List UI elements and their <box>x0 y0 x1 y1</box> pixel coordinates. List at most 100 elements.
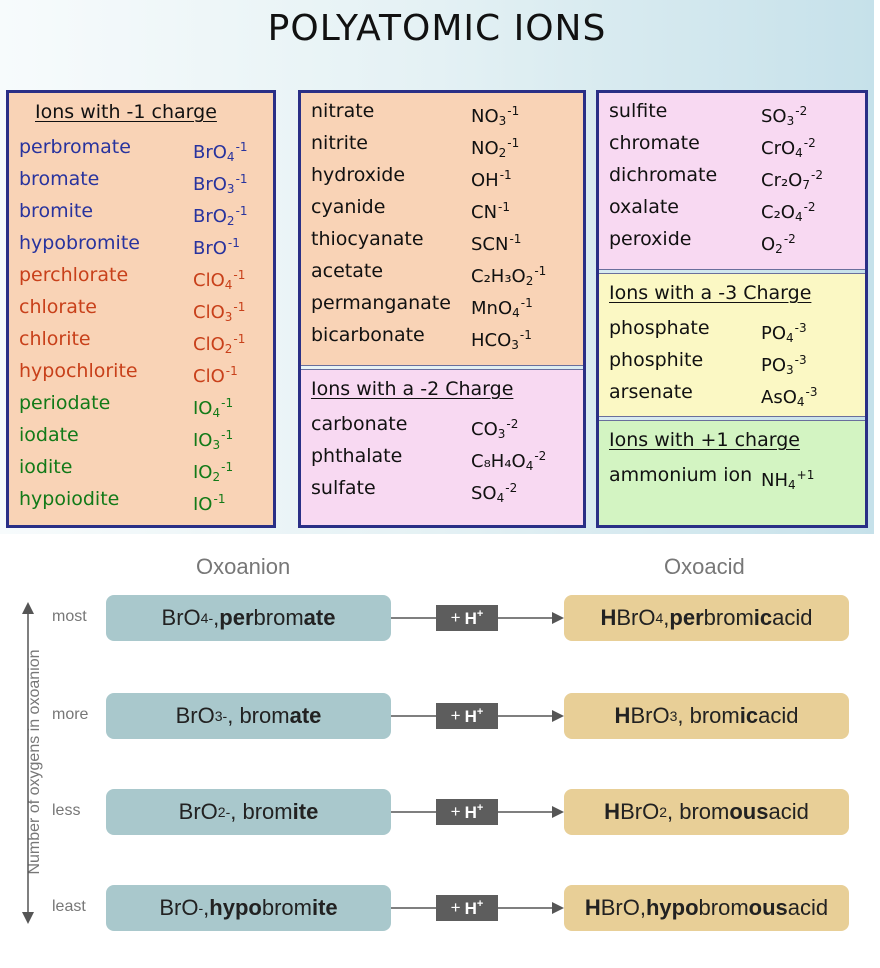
ion-name: perchlorate <box>19 264 129 286</box>
ion-name: periodate <box>19 392 111 414</box>
ion-formula: C₂O4-2 <box>761 200 816 224</box>
ion-name: bromite <box>19 200 94 222</box>
section-ions-with-1-charge: Ions with -1 charge perbromate BrO4-1 broma… <box>9 93 273 525</box>
ion-row-bicarbonate: bicarbonate HCO3-1 <box>301 319 583 352</box>
oxoacid-box-less: H BrO 2, brom ous acid <box>564 789 849 835</box>
ion-formula: NO3-1 <box>471 104 520 128</box>
ion-row-arsenate: arsenate AsO4-3 <box>599 376 865 409</box>
add-proton-label: + H+ <box>436 703 498 729</box>
ion-row-permanganate: permanganate MnO4-1 <box>301 287 583 320</box>
ion-name: carbonate <box>311 413 408 435</box>
ion-formula: SO4-2 <box>471 481 518 505</box>
ion-name: hydroxide <box>311 164 406 186</box>
ion-name: bicarbonate <box>311 324 425 346</box>
oxoanion-box-most: BrO 4-, per brom ate <box>106 595 391 641</box>
ion-row-acetate: acetate C₂H₃O2-1 <box>301 255 583 288</box>
ion-name: iodate <box>19 424 79 446</box>
oxoanion-header: Oxoanion <box>196 554 291 579</box>
oxoanion-box-least: BrO -, hypo brom ite <box>106 885 391 931</box>
ion-name: hypochlorite <box>19 360 138 382</box>
ion-formula: PO4-3 <box>761 321 807 345</box>
ion-name: nitrate <box>311 100 375 122</box>
ion-name: phosphate <box>609 317 710 339</box>
section-ions-with-1-charge: Ions with +1 charge ammonium ion NH4+1 <box>599 421 865 525</box>
ion-formula: CO3-2 <box>471 417 519 441</box>
ion-row-chlorate: chlorate ClO3-1 <box>9 291 273 324</box>
ion-name: sulfate <box>311 477 376 499</box>
ion-formula: BrO4-1 <box>193 140 248 164</box>
ion-row-ammonium-ion: ammonium ion NH4+1 <box>599 459 865 492</box>
ion-formula: SO3-2 <box>761 104 808 128</box>
ion-name: thiocyanate <box>311 228 424 250</box>
ion-name: dichromate <box>609 164 718 186</box>
oxoacid-box-least: H BrO, hypo brom ous acid <box>564 885 849 931</box>
ion-formula: C₈H₄O4-2 <box>471 449 547 473</box>
ion-row-perchlorate: perchlorate ClO4-1 <box>9 259 273 292</box>
oxoanion-oxoacid-diagram: Oxoanion Oxoacid Number of oxygens in ox… <box>0 534 880 968</box>
add-proton-label: + H+ <box>436 605 498 631</box>
ion-formula: IO3-1 <box>193 428 234 452</box>
ion-panel-1: Ions with -1 charge perbromate BrO4-1 broma… <box>6 90 276 528</box>
ion-formula: HCO3-1 <box>471 328 532 352</box>
ion-formula: ClO-1 <box>193 364 238 387</box>
ion-formula: CN-1 <box>471 200 511 223</box>
ion-row-bromite: bromite BrO2-1 <box>9 195 273 228</box>
ion-formula: PO3-3 <box>761 353 807 377</box>
ion-formula: ClO4-1 <box>193 268 246 292</box>
ion-name: chlorite <box>19 328 91 350</box>
ion-row-phthalate: phthalate C₈H₄O4-2 <box>301 440 583 473</box>
section-ions-with-a-2-charge: Ions with a -2 Charge carbonate CO3-2 phtha… <box>301 370 583 525</box>
ion-row-hypochlorite: hypochlorite ClO-1 <box>9 355 273 387</box>
ion-row-nitrite: nitrite NO2-1 <box>301 127 583 160</box>
oxoacid-box-more: H BrO 3, brom ic acid <box>564 693 849 739</box>
ion-name: oxalate <box>609 196 679 218</box>
ion-row-peroxide: peroxide O2-2 <box>599 223 865 256</box>
ion-name: acetate <box>311 260 384 282</box>
ion-formula: BrO2-1 <box>193 204 248 228</box>
ion-row-dichromate: dichromate Cr₂O7-2 <box>599 159 865 192</box>
ion-formula: BrO3-1 <box>193 172 248 196</box>
ion-formula: BrO-1 <box>193 236 240 259</box>
oxoanion-box-less: BrO 2-, brom ite <box>106 789 391 835</box>
ion-name: ammonium ion <box>609 464 753 486</box>
ion-name: phthalate <box>311 445 403 467</box>
ion-panel-2: nitrate NO3-1 nitrite NO2-1 hydroxide OH-1 cya… <box>298 90 586 528</box>
arrowhead-least <box>552 902 564 914</box>
ion-name: sulfite <box>609 100 668 122</box>
polyatomic-ions-chart: POLYATOMIC IONS Ions with -1 charge perbr… <box>0 0 874 534</box>
ion-row-perbromate: perbromate BrO4-1 <box>9 131 273 164</box>
ion-formula: C₂H₃O2-1 <box>471 264 547 288</box>
ion-name: iodite <box>19 456 73 478</box>
ion-formula: IO2-1 <box>193 460 234 484</box>
ion-name: permanganate <box>311 292 451 314</box>
arrowhead-most <box>552 612 564 624</box>
ion-formula: AsO4-3 <box>761 385 818 409</box>
ion-row-iodite: iodite IO2-1 <box>9 451 273 484</box>
ion-formula: ClO3-1 <box>193 300 246 324</box>
section-header: Ions with -1 charge <box>35 101 217 123</box>
ion-name: chlorate <box>19 296 97 318</box>
add-proton-label: + H+ <box>436 895 498 921</box>
ion-row-cyanide: cyanide CN-1 <box>301 191 583 223</box>
ion-section: nitrate NO3-1 nitrite NO2-1 hydroxide OH-1 cya… <box>301 93 583 365</box>
chart-title: POLYATOMIC IONS <box>267 8 607 49</box>
section-header: Ions with a -2 Charge <box>311 378 514 400</box>
section-divider <box>599 416 865 421</box>
ion-formula: ClO2-1 <box>193 332 246 356</box>
ion-row-phosphate: phosphate PO4-3 <box>599 312 865 345</box>
level-label-most: most <box>52 608 87 625</box>
ion-name: hypobromite <box>19 232 140 254</box>
ion-name: nitrite <box>311 132 368 154</box>
oxoacid-header: Oxoacid <box>664 554 745 579</box>
ion-name: chromate <box>609 132 700 154</box>
ion-row-carbonate: carbonate CO3-2 <box>301 408 583 441</box>
ion-row-thiocyanate: thiocyanate SCN-1 <box>301 223 583 255</box>
ion-panel-3: sulfite SO3-2 chromate CrO4-2 dichromate Cr₂O… <box>596 90 868 528</box>
level-label-least: least <box>52 898 86 915</box>
ion-name: bromate <box>19 168 100 190</box>
ion-name: peroxide <box>609 228 692 250</box>
add-proton-label: + H+ <box>436 799 498 825</box>
ion-row-chromate: chromate CrO4-2 <box>599 127 865 160</box>
ion-name: phosphite <box>609 349 704 371</box>
section-divider <box>301 365 583 370</box>
